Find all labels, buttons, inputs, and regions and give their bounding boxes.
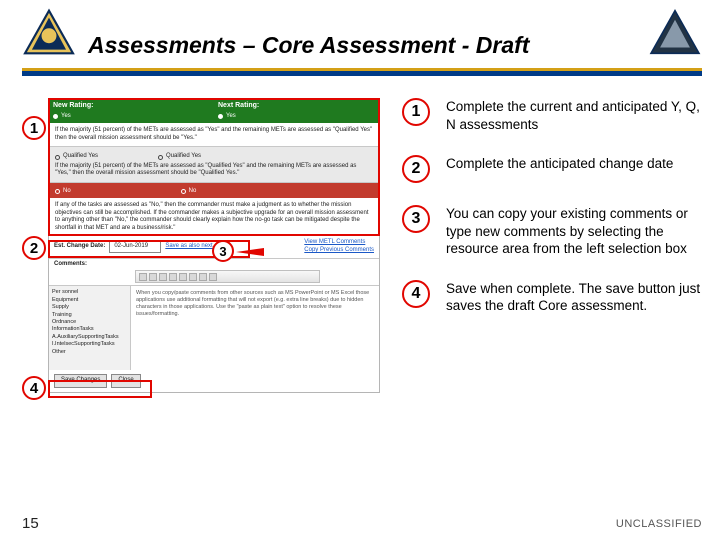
radio-no-next: No	[181, 188, 197, 196]
next-rating-box: Next Rating: Yes	[214, 99, 379, 123]
list-item: Equipment	[52, 297, 127, 304]
callout-4: 4	[22, 376, 46, 400]
resource-list: Per sonnel Equipment Supply Training Ord…	[49, 286, 131, 370]
qyes-note: If the majority (51 percent) of the METs…	[55, 163, 373, 178]
annotation-list: 1 Complete the current and anticipated Y…	[402, 92, 702, 510]
list-item: Supply	[52, 304, 127, 311]
slide-title: Assessments – Core Assessment - Draft	[88, 32, 529, 59]
list-item: Training	[52, 312, 127, 319]
radio-no-new: No	[55, 188, 71, 196]
yes-note: If the majority (51 percent) of the METs…	[49, 123, 379, 146]
callout-1: 1	[22, 116, 46, 140]
annotation-2: 2 Complete the anticipated change date	[402, 155, 702, 183]
callout-3: 3	[212, 240, 234, 262]
save-button: Save Changes	[54, 374, 107, 388]
comments-label: Comments:	[49, 259, 379, 269]
arrow-to-links	[236, 248, 264, 256]
main-content: New Rating: Yes Next Rating: Yes If the …	[22, 92, 702, 510]
list-item: Ordnance	[52, 319, 127, 326]
annotation-1: 1 Complete the current and anticipated Y…	[402, 98, 702, 133]
list-item: Other	[52, 349, 127, 356]
list-item: I.IntelsecSupportingTasks	[52, 341, 127, 348]
radio-yes-next: Yes	[218, 113, 375, 121]
title-rule	[22, 68, 702, 76]
comment-links: View METL Comments Copy Previous Comment…	[304, 239, 374, 255]
command-emblem-left	[22, 8, 76, 56]
list-item: Per sonnel	[52, 289, 127, 296]
screenshot-column: New Rating: Yes Next Rating: Yes If the …	[22, 92, 384, 510]
radio-qyes-next: Qualified Yes	[158, 153, 201, 161]
comment-area: Per sonnel Equipment Supply Training Ord…	[49, 285, 379, 370]
no-note: If any of the tasks are assessed as "No,…	[49, 198, 379, 236]
slide: { "header": { "title": "Assessments – Co…	[0, 0, 720, 540]
radio-yes-new: Yes	[53, 113, 210, 121]
classification-label: UNCLASSIFIED	[616, 518, 702, 530]
page-number: 15	[22, 515, 39, 532]
new-rating-box: New Rating: Yes	[49, 99, 214, 123]
comment-textarea: When you copy/paste comments from other …	[131, 286, 379, 370]
est-date-field: 02-Jun-2019	[109, 241, 161, 253]
list-item: InformationTasks	[52, 326, 127, 333]
no-band: No No	[49, 183, 379, 199]
annotation-4: 4 Save when complete. The save button ju…	[402, 280, 702, 315]
list-item: A.AuxiliarySupportingTasks	[52, 334, 127, 341]
rating-header-row: New Rating: Yes Next Rating: Yes	[49, 99, 379, 123]
command-emblem-right	[648, 8, 702, 56]
close-button: Close	[111, 374, 140, 388]
qualified-yes-band: Qualified Yes Qualified Yes If the major…	[49, 146, 379, 183]
editor-toolbar	[135, 270, 320, 283]
callout-2: 2	[22, 236, 46, 260]
button-row: Save Changes Close	[49, 370, 379, 392]
radio-qyes-new: Qualified Yes	[55, 153, 98, 161]
annotation-3: 3 You can copy your existing comments or…	[402, 205, 702, 258]
est-link: Save as also next	[165, 243, 212, 251]
